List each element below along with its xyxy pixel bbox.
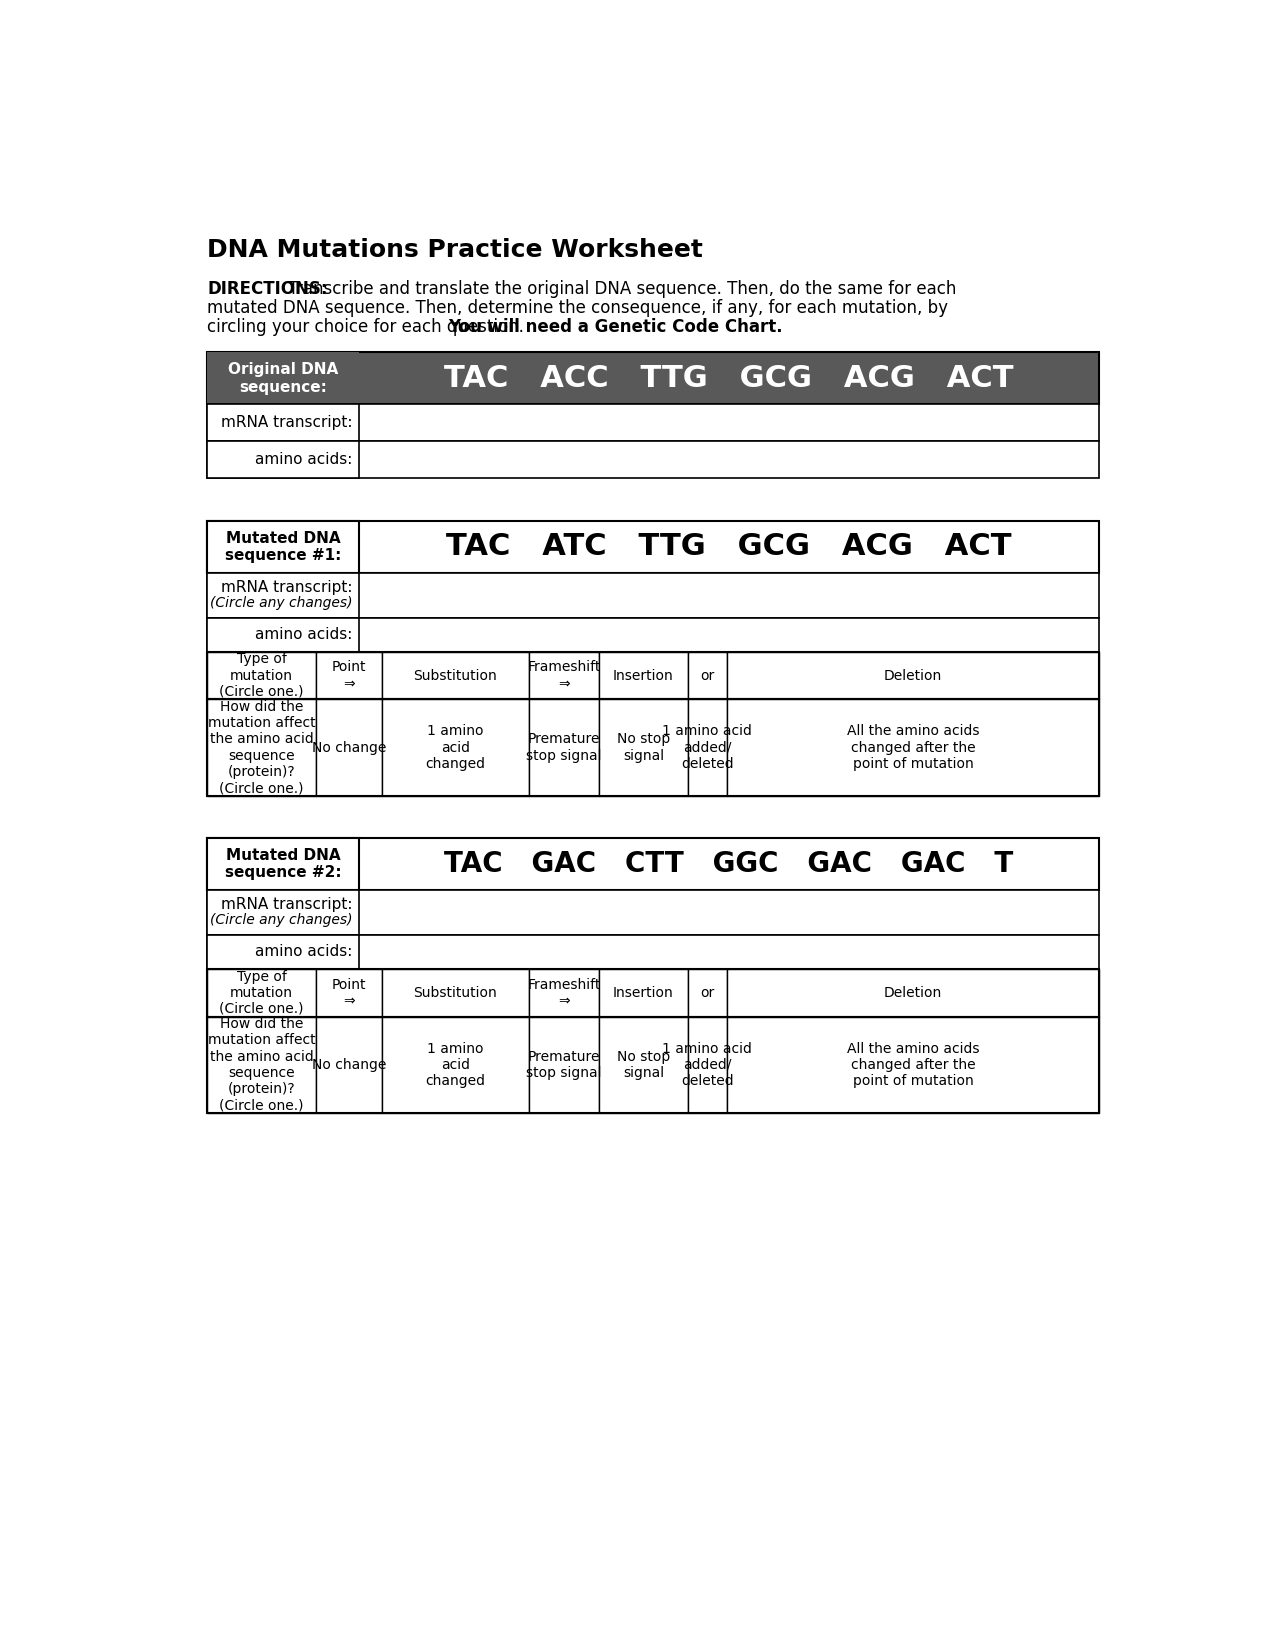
Bar (599, 700, 689, 796)
Bar (727, 1017, 1099, 1113)
Bar (208, 890, 358, 934)
Bar (208, 839, 358, 890)
Bar (208, 969, 316, 1017)
Text: DIRECTIONS:: DIRECTIONS: (208, 281, 328, 297)
Text: Original DNA
sequence:: Original DNA sequence: (228, 362, 338, 395)
Bar (208, 573, 1099, 617)
Bar (208, 1017, 316, 1113)
Bar (208, 652, 316, 700)
Bar (208, 934, 1099, 969)
Bar (381, 652, 529, 700)
Bar (316, 652, 381, 700)
Text: DNA Mutations Practice Worksheet: DNA Mutations Practice Worksheet (208, 238, 704, 263)
Text: Premature
stop signal: Premature stop signal (527, 1050, 602, 1080)
Bar (529, 652, 599, 700)
Bar (208, 441, 1099, 479)
Bar (208, 404, 1099, 441)
Text: 1 amino
acid
changed: 1 amino acid changed (426, 725, 486, 771)
Text: All the amino acids
changed after the
point of mutation: All the amino acids changed after the po… (847, 725, 979, 771)
Text: TAC   ATC   TTG   GCG   ACG   ACT: TAC ATC TTG GCG ACG ACT (446, 532, 1012, 561)
Text: 1 amino acid
added/
deleted: 1 amino acid added/ deleted (663, 1042, 752, 1088)
Bar (381, 969, 529, 1017)
Bar (688, 700, 727, 796)
Bar (727, 700, 1099, 796)
Bar (208, 352, 358, 404)
Bar (208, 441, 358, 479)
Bar (208, 520, 358, 573)
Text: Insertion: Insertion (613, 986, 673, 1001)
Text: Deletion: Deletion (884, 986, 942, 1001)
Text: mutated DNA sequence. Then, determine the consequence, if any, for each mutation: mutated DNA sequence. Then, determine th… (208, 299, 949, 317)
Text: Mutated DNA
sequence #1:: Mutated DNA sequence #1: (224, 530, 342, 563)
Bar (208, 352, 1099, 404)
Bar (208, 652, 1099, 700)
Text: Frameshift
⇒: Frameshift ⇒ (528, 977, 601, 1007)
Bar (208, 934, 358, 969)
Bar (208, 617, 1099, 652)
Text: Substitution: Substitution (413, 986, 497, 1001)
Bar (208, 839, 1099, 890)
Text: Frameshift
⇒: Frameshift ⇒ (528, 660, 601, 690)
Bar (208, 890, 1099, 934)
Text: circling your choice for each question.: circling your choice for each question. (208, 319, 529, 337)
Bar (688, 1017, 727, 1113)
Text: 1 amino
acid
changed: 1 amino acid changed (426, 1042, 486, 1088)
Bar (208, 700, 316, 796)
Bar (208, 520, 1099, 573)
Text: No change: No change (311, 741, 386, 755)
Text: TAC   ACC   TTG   GCG   ACG   ACT: TAC ACC TTG GCG ACG ACT (444, 363, 1014, 393)
Text: (Circle any changes): (Circle any changes) (210, 913, 352, 928)
Text: mRNA transcript:: mRNA transcript: (221, 580, 352, 596)
Text: No change: No change (311, 1058, 386, 1071)
Text: amino acids:: amino acids: (255, 452, 352, 467)
Text: Point
⇒: Point ⇒ (332, 977, 366, 1007)
Text: (Circle any changes): (Circle any changes) (210, 596, 352, 611)
Text: mRNA transcript:: mRNA transcript: (221, 898, 352, 913)
Text: Insertion: Insertion (613, 669, 673, 682)
Bar (529, 700, 599, 796)
Bar (208, 404, 358, 441)
Bar (688, 969, 727, 1017)
Bar (727, 969, 1099, 1017)
Bar (316, 969, 381, 1017)
Text: Type of
mutation
(Circle one.): Type of mutation (Circle one.) (219, 969, 303, 1015)
Text: All the amino acids
changed after the
point of mutation: All the amino acids changed after the po… (847, 1042, 979, 1088)
Text: Transcribe and translate the original DNA sequence. Then, do the same for each: Transcribe and translate the original DN… (283, 281, 956, 297)
Bar (381, 700, 529, 796)
Text: amino acids:: amino acids: (255, 627, 352, 642)
Text: mRNA transcript:: mRNA transcript: (221, 416, 352, 431)
Bar (688, 652, 727, 700)
Text: Deletion: Deletion (884, 669, 942, 682)
Bar (727, 652, 1099, 700)
Bar (208, 700, 1099, 796)
Bar (599, 652, 689, 700)
Bar (529, 1017, 599, 1113)
Bar (208, 617, 358, 652)
Text: amino acids:: amino acids: (255, 944, 352, 959)
Text: or: or (700, 986, 714, 1001)
Text: 1 amino acid
added/
deleted: 1 amino acid added/ deleted (663, 725, 752, 771)
Text: Type of
mutation
(Circle one.): Type of mutation (Circle one.) (219, 652, 303, 698)
Bar (529, 969, 599, 1017)
Text: No stop
signal: No stop signal (617, 733, 669, 763)
Text: You will need a Genetic Code Chart.: You will need a Genetic Code Chart. (448, 319, 783, 337)
Text: or: or (700, 669, 714, 682)
Text: How did the
mutation affect
the amino acid
sequence
(protein)?
(Circle one.): How did the mutation affect the amino ac… (208, 1017, 315, 1113)
Bar (599, 1017, 689, 1113)
Text: Mutated DNA
sequence #2:: Mutated DNA sequence #2: (224, 849, 342, 880)
Text: How did the
mutation affect
the amino acid
sequence
(protein)?
(Circle one.): How did the mutation affect the amino ac… (208, 700, 315, 796)
Bar (599, 969, 689, 1017)
Bar (208, 573, 358, 617)
Text: No stop
signal: No stop signal (617, 1050, 669, 1080)
Bar (208, 1017, 1099, 1113)
Text: Substitution: Substitution (413, 669, 497, 682)
Text: TAC   GAC   CTT   GGC   GAC   GAC   T: TAC GAC CTT GGC GAC GAC T (445, 850, 1014, 878)
Bar (381, 1017, 529, 1113)
Text: Premature
stop signal: Premature stop signal (527, 733, 602, 763)
Bar (316, 700, 381, 796)
Bar (208, 969, 1099, 1017)
Bar (316, 1017, 381, 1113)
Text: Point
⇒: Point ⇒ (332, 660, 366, 690)
